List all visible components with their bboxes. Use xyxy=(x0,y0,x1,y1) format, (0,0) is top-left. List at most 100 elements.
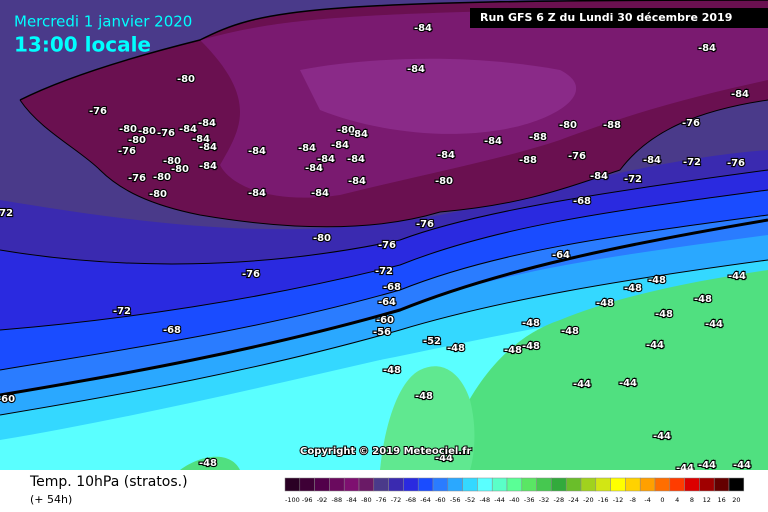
contour-label: -60 xyxy=(0,394,15,405)
contour-label: -84 xyxy=(348,176,366,187)
contour-label: -72 xyxy=(624,174,642,185)
legend-label: -92 xyxy=(317,496,328,504)
contour-label: -80 xyxy=(337,125,355,136)
contour-label: -52 xyxy=(423,336,441,347)
contour-line xyxy=(0,189,768,331)
legend-label: -28 xyxy=(553,496,564,504)
legend-label: -60 xyxy=(435,496,446,504)
contour-label: -88 xyxy=(603,120,621,131)
map-background xyxy=(0,0,768,470)
legend-swatch xyxy=(403,477,419,492)
contour-label: -48 xyxy=(522,341,540,352)
contour-label: -76 xyxy=(378,240,396,251)
contour-label: -84 xyxy=(248,146,266,157)
contour-label: -84 xyxy=(350,129,368,140)
legend-label: -16 xyxy=(598,496,609,504)
legend-swatch xyxy=(329,477,345,492)
contour-label: -76 xyxy=(242,269,260,280)
contour-label: -80 xyxy=(163,156,181,167)
legend-label: -36 xyxy=(524,496,535,504)
legend-label: -44 xyxy=(494,496,505,504)
legend-label: -8 xyxy=(630,496,636,504)
legend-swatch xyxy=(343,477,360,492)
legend-swatch xyxy=(284,477,301,492)
contour-label: -48 xyxy=(504,345,522,356)
legend-swatch xyxy=(610,477,626,492)
legend-swatch xyxy=(477,477,493,492)
contour-label: -88 xyxy=(519,155,537,166)
copyright: Copyright © 2019 Meteociel.fr xyxy=(300,446,471,457)
contour-label: -76 xyxy=(416,219,434,230)
contour-label: -44 xyxy=(733,460,751,471)
contour-label: -68 xyxy=(163,325,181,336)
legend-label: 4 xyxy=(675,496,679,504)
legend-label: -88 xyxy=(331,496,342,504)
legend-label: -24 xyxy=(568,496,579,504)
coastline xyxy=(19,0,768,101)
contour-label: -68 xyxy=(573,196,591,207)
contour-label: -84 xyxy=(198,118,216,129)
legend-label: -72 xyxy=(391,496,402,504)
contour-label: -48 xyxy=(596,298,614,309)
legend-swatch xyxy=(684,477,700,492)
contour-label: -84 xyxy=(199,142,217,153)
legend-label: -20 xyxy=(583,496,594,504)
legend-swatch xyxy=(713,477,730,492)
contour-label: -80 xyxy=(138,126,156,137)
contour-label: -84 xyxy=(731,89,749,100)
contour-label: -84 xyxy=(347,154,365,165)
land xyxy=(380,366,475,470)
contour-label: -48 xyxy=(447,343,465,354)
contour-line xyxy=(0,169,768,265)
date: Mercredi 1 janvier 2020 xyxy=(14,13,192,31)
contour-label: -76 xyxy=(118,146,136,157)
contour-line xyxy=(0,214,768,371)
legend-label: -76 xyxy=(376,496,387,504)
contour-label: -76 xyxy=(89,106,107,117)
contour-label: -84 xyxy=(317,154,335,165)
contour-label: -76 xyxy=(128,173,146,184)
contour-label: -44 xyxy=(653,431,671,442)
legend-swatch xyxy=(580,477,597,492)
legend-swatch xyxy=(565,477,582,492)
legend-swatch xyxy=(491,477,508,492)
land xyxy=(180,456,240,470)
contour-label: -64 xyxy=(378,297,396,308)
contour-label: -88 xyxy=(529,132,547,143)
legend-swatch xyxy=(299,477,315,492)
legend-label: -32 xyxy=(539,496,550,504)
contour-label: -44 xyxy=(619,378,637,389)
legend-label: -64 xyxy=(420,496,431,504)
contour-label: -84 xyxy=(305,163,323,174)
run-box xyxy=(470,8,768,28)
legend-swatch xyxy=(462,477,478,492)
contour-line xyxy=(19,99,768,228)
contour-label: -48 xyxy=(383,365,401,376)
legend-label: -48 xyxy=(479,496,490,504)
legend-label: -56 xyxy=(450,496,461,504)
contour-label: -76 xyxy=(682,118,700,129)
contour-label: -80 xyxy=(435,176,453,187)
band-88 xyxy=(300,58,577,134)
legend-label: -100 xyxy=(285,496,300,504)
contour-label: -84 xyxy=(248,188,266,199)
contour-label: -64 xyxy=(552,250,570,261)
time: 13:00 locale xyxy=(14,33,151,57)
contour-label: -44 xyxy=(698,460,716,471)
run-info: Run GFS 6 Z du Lundi 30 décembre 2019 xyxy=(480,11,732,24)
legend-label: 0 xyxy=(660,496,664,504)
contour-label: -80 xyxy=(153,172,171,183)
legend-label: 12 xyxy=(703,496,711,504)
legend-swatch xyxy=(432,477,449,492)
contour-label: -84 xyxy=(311,188,329,199)
legend-swatch xyxy=(536,477,552,492)
contour-label: -80 xyxy=(128,135,146,146)
contour-label: -80 xyxy=(171,164,189,175)
legend-label: -68 xyxy=(405,496,416,504)
contour-label: -48 xyxy=(624,283,642,294)
legend-label: -4 xyxy=(644,496,650,504)
contour-label: -84 xyxy=(437,150,455,161)
legend-swatch xyxy=(417,477,434,492)
contour-label: -84 xyxy=(199,161,217,172)
